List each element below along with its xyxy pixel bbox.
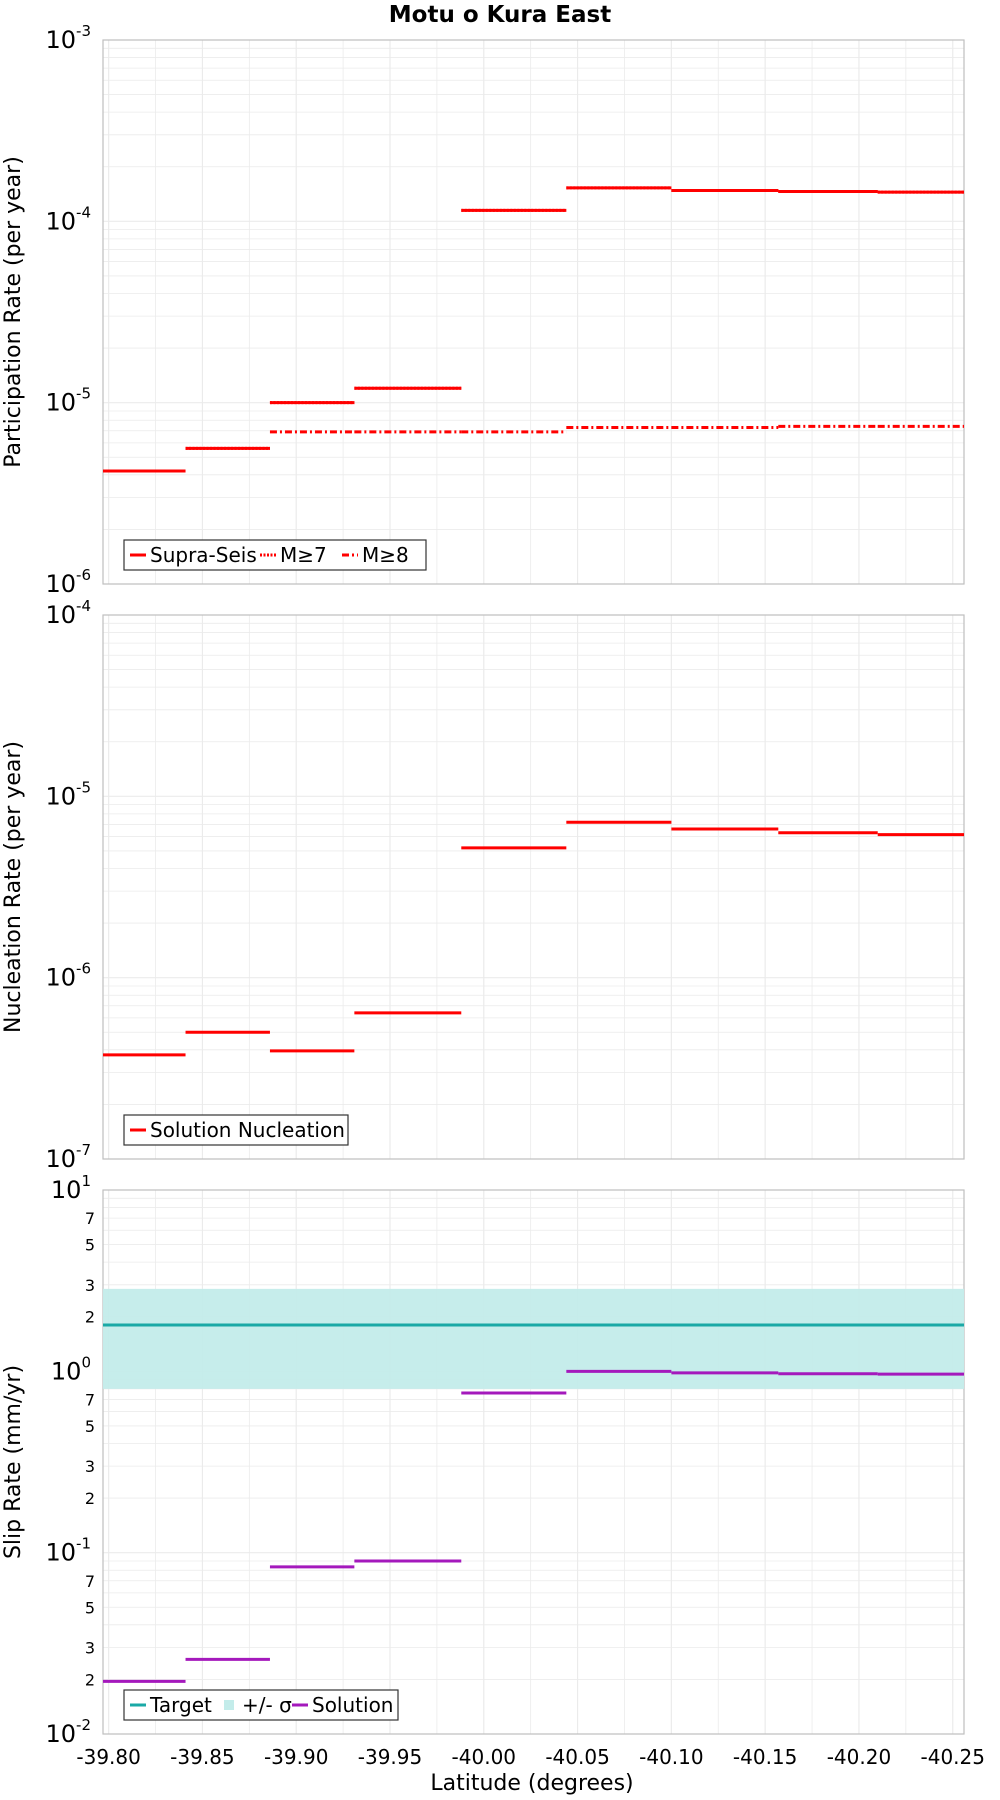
series-1 [103,186,964,473]
x-tick-label: -40.15 [733,1745,797,1769]
y-tick-exponent: -5 [76,778,91,796]
legend-label: M≥8 [362,543,409,567]
plot-frame [102,614,965,1160]
y-tick-base: 10 [45,601,76,629]
chart-title: Motu o Kura East [389,2,611,28]
y-tick-label: 101 [51,1172,91,1204]
series-1 [103,1369,964,1683]
legend-label: Target [149,1693,212,1717]
plot-frame [102,1189,965,1735]
legend-label: M≥7 [280,543,327,567]
y-minor-tick-label: 7 [85,1572,95,1591]
y-tick-exponent: 0 [81,1353,91,1371]
legend-label: Solution [312,1693,393,1717]
legend: Solution Nucleation [123,1114,349,1146]
y-tick-exponent: -2 [76,1716,91,1734]
y-tick-exponent: -6 [76,566,91,584]
series-2 [269,424,964,434]
y-tick-label: 10-5 [45,385,91,417]
plot-frame [102,39,965,585]
y-tick-label: 100 [51,1353,91,1385]
y-minor-tick-label: 3 [85,1276,95,1295]
grid [103,1190,964,1734]
y-minor-tick-label: 3 [85,1457,95,1476]
x-tick-label: -39.80 [76,1745,140,1769]
y-minor-tick-label: 5 [85,1417,95,1436]
y-minor-tick-label: 2 [85,1670,95,1689]
y-tick-label: 10-1 [45,1535,91,1567]
y-minor-tick-label: 5 [85,1236,95,1255]
y-minor-tick-label: 7 [85,1390,95,1409]
legend: Supra-Seis M≥7 M≥8 [123,539,427,571]
y-tick-base: 10 [51,1357,82,1385]
y-tick-base: 10 [45,782,76,810]
y-minor-tick-label: 7 [85,1209,95,1228]
y-tick-exponent: -3 [76,22,91,40]
y-tick-base: 10 [45,26,76,54]
y-tick-label: 10-2 [45,1716,91,1748]
y-tick-label: 10-3 [45,22,91,54]
series-0 [103,820,964,1057]
y-tick-base: 10 [45,207,76,235]
legend: Target +/- σ Solution [123,1689,399,1721]
x-tick-label: -40.25 [921,1745,985,1769]
y-tick-base: 10 [51,1176,82,1204]
y-tick-exponent: -5 [76,385,91,403]
sigma-band [103,1288,964,1389]
legend-box [123,1114,349,1146]
legend-box [123,1689,399,1721]
y-axis-label: Participation Rate (per year) [1,156,26,468]
y-tick-base: 10 [45,964,76,992]
grid [103,615,964,1159]
y-minor-tick-label: 3 [85,1638,95,1657]
y-tick-label: 10-6 [45,566,91,598]
legend-label: +/- σ [242,1693,292,1717]
y-tick-label: 10-7 [45,1141,91,1173]
y-tick-base: 10 [45,389,76,417]
x-tick-label: -39.90 [264,1745,328,1769]
series-0 [103,186,964,473]
y-tick-base: 10 [45,570,76,598]
y-tick-label: 10-4 [45,203,91,235]
y-tick-exponent: -4 [76,597,91,615]
y-tick-label: 10-4 [45,597,91,629]
y-axis-label: Slip Rate (mm/yr) [1,1365,26,1559]
y-tick-exponent: 1 [81,1172,91,1190]
y-minor-tick-label: 2 [85,1308,95,1327]
y-tick-base: 10 [45,1145,76,1173]
x-tick-label: -40.00 [452,1745,516,1769]
y-tick-base: 10 [45,1539,76,1567]
legend-swatch [224,1700,234,1710]
y-minor-tick-label: 5 [85,1598,95,1617]
x-tick-label: -40.10 [639,1745,703,1769]
y-tick-label: 10-6 [45,960,91,992]
x-tick-label: -40.05 [545,1745,609,1769]
legend-label: Solution Nucleation [150,1118,345,1142]
grid [103,40,964,584]
y-axis-label: Nucleation Rate (per year) [1,741,26,1033]
legend-label: Supra-Seis [150,543,257,567]
y-tick-exponent: -7 [76,1141,91,1159]
y-tick-exponent: -1 [76,1535,91,1553]
y-tick-exponent: -6 [76,960,91,978]
y-tick-base: 10 [45,1720,76,1748]
x-axis-label: Latitude (degrees) [430,1771,633,1796]
y-tick-exponent: -4 [76,203,91,221]
x-tick-label: -39.85 [170,1745,234,1769]
y-tick-label: 10-5 [45,778,91,810]
y-minor-tick-label: 2 [85,1489,95,1508]
x-tick-label: -40.20 [827,1745,891,1769]
x-tick-label: -39.95 [358,1745,422,1769]
